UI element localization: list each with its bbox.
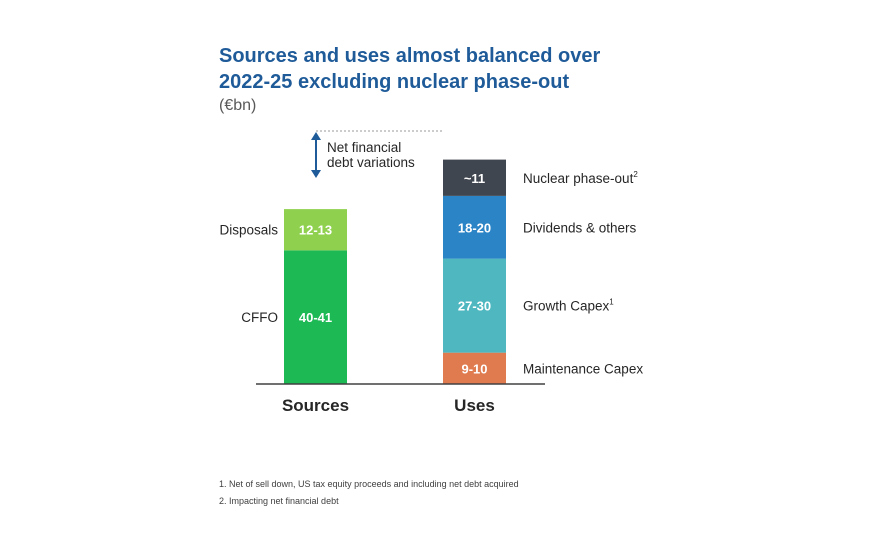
net-debt-arrow [311,132,321,178]
bar-segment-maintenance-capex [443,352,506,384]
labels-layer: 40-41 CFFO 12-13 Disposals Sources 9-10 Mainte… [219,170,643,415]
footnote-2: 2. Impacting net financial debt [219,496,339,506]
bars-layer [284,159,506,384]
bar-segment-growth-capex [443,258,506,353]
bar-segment-dividends-others [443,195,506,259]
annotation-line-1: Net financial [327,140,401,155]
bar-segment-nuclear-phase-out [443,159,506,196]
category-label-sources: Sources [282,396,349,415]
segment-label-disposals: Disposals [219,223,278,238]
footnote-1: 1. Net of sell down, US tax equity proce… [219,479,519,489]
chart-title-line-1: Sources and uses almost balanced over [219,45,601,67]
segment-label-dividends-others: Dividends & others [523,220,637,235]
data-label-cffo: 40-41 [299,310,332,325]
data-label-growth-capex: 27-30 [458,299,491,314]
segment-label-maintenance-capex: Maintenance Capex [523,361,643,376]
chart-subtitle: (€bn) [219,97,257,114]
segment-label-nuclear-phase-out: Nuclear phase-out2 [523,170,638,186]
chart-title-line-2: 2022-25 excluding nuclear phase-out [219,71,570,93]
segment-label-cffo: CFFO [241,310,278,325]
arrow-head-up [311,132,321,140]
data-label-disposals: 12-13 [299,223,332,238]
bar-segment-cffo [284,250,347,384]
category-label-uses: Uses [454,396,495,415]
segment-label-growth-capex: Growth Capex1 [523,298,614,314]
data-label-dividends-others: 18-20 [458,220,491,235]
arrow-head-down [311,170,321,178]
bar-segment-disposals [284,209,347,251]
data-label-maintenance-capex: 9-10 [461,361,487,376]
annotation-line-2: debt variations [327,155,415,170]
footnotes: 1. Net of sell down, US tax equity proce… [219,476,519,510]
data-label-nuclear-phase-out: ~11 [464,171,485,186]
